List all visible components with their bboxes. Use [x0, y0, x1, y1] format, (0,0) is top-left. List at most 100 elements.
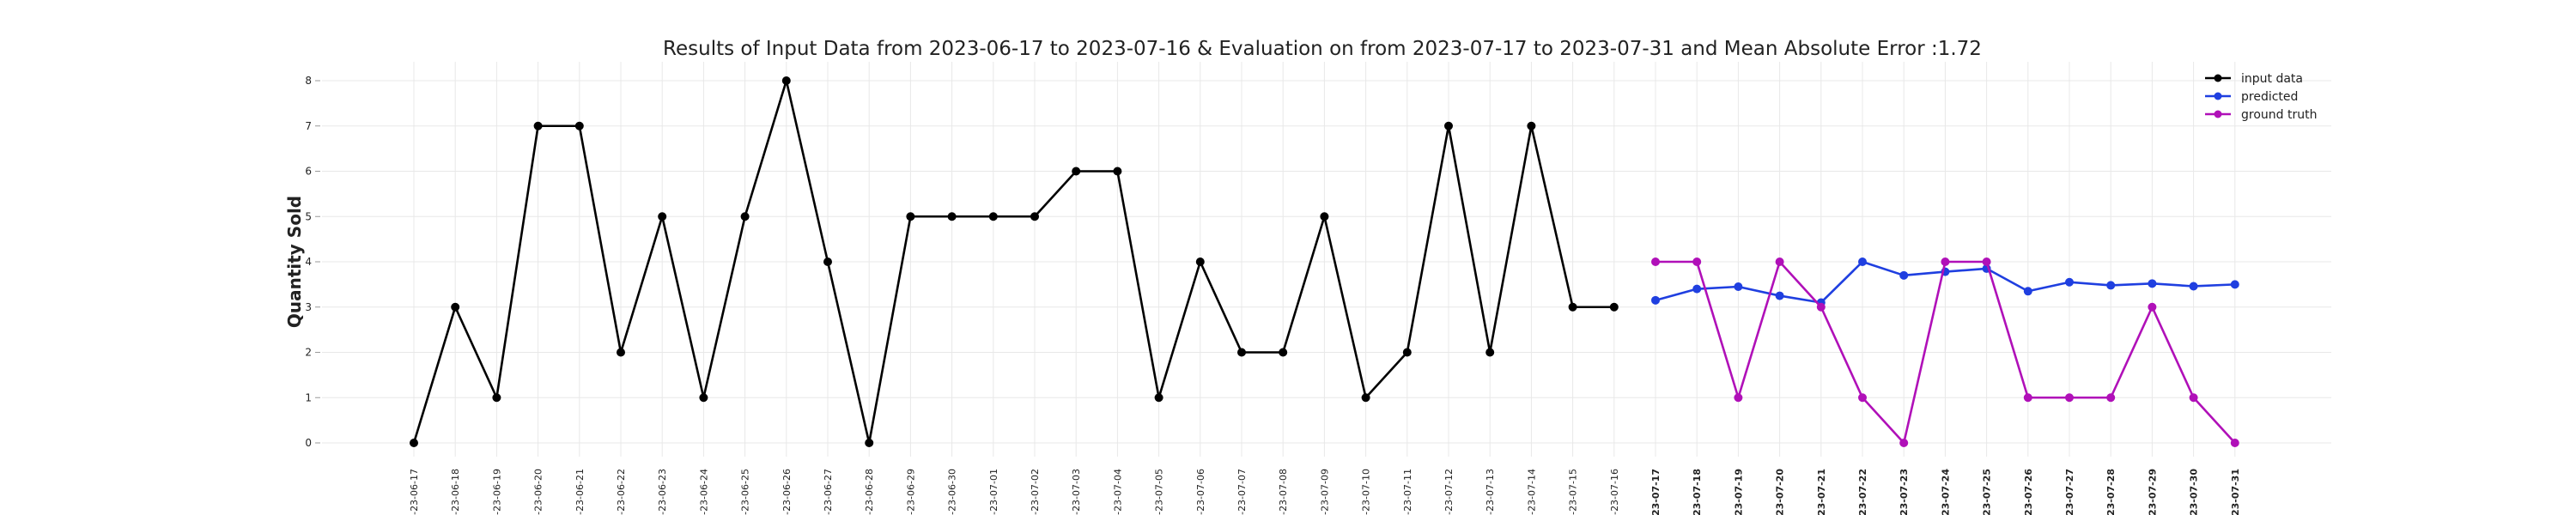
x-tick-label: -23-06-25 [740, 469, 751, 515]
chart-title: Results of Input Data from 2023-06-17 to… [663, 38, 1982, 60]
legend-item: predicted [2205, 90, 2298, 104]
x-tick-label: -23-06-21 [574, 469, 586, 515]
data-point [1899, 270, 1909, 280]
data-point [2230, 280, 2239, 289]
x-tick-label: -23-07-17 [1650, 469, 1662, 515]
legend-marker [2214, 74, 2222, 82]
data-point [2023, 287, 2032, 296]
x-tick-label: -23-07-04 [1112, 469, 1123, 515]
x-tick-label: -23-07-31 [2230, 469, 2241, 515]
data-point [1527, 121, 1536, 130]
y-tick-label: 5 [305, 210, 312, 222]
data-point [492, 393, 501, 403]
data-point [1568, 302, 1577, 312]
x-tick-label: -23-07-21 [1816, 469, 1827, 515]
legend: input data predicted ground truth [2205, 72, 2317, 122]
series-input-data [410, 76, 1619, 447]
data-point [2230, 439, 2239, 447]
series-line [412, 79, 1614, 445]
x-tick-label: -23-07-05 [1154, 469, 1165, 515]
data-point [1444, 121, 1453, 130]
x-tick-label: -23-07-24 [1940, 469, 1951, 515]
series-group [410, 76, 2239, 447]
x-tick-label: -23-06-19 [491, 469, 502, 515]
data-point [1941, 258, 1950, 266]
y-axis: 0 1 2 3 4 5 6 7 8 [305, 75, 320, 449]
data-point [1775, 291, 1784, 300]
data-point [658, 212, 667, 221]
legend-marker [2214, 110, 2222, 118]
legend-item: input data [2205, 72, 2303, 86]
data-point [574, 121, 584, 130]
x-tick-label: -23-07-23 [1899, 469, 1910, 515]
data-point [1692, 284, 1702, 294]
data-point [988, 212, 998, 221]
data-point [1402, 348, 1412, 357]
x-tick-label: -23-07-07 [1236, 469, 1248, 515]
data-point [1692, 258, 1702, 266]
data-point [2023, 393, 2032, 403]
y-tick-label: 7 [305, 120, 312, 132]
x-tick-label: -23-06-26 [781, 469, 793, 515]
y-tick-label: 3 [305, 301, 312, 313]
data-point [1858, 393, 1867, 403]
x-tick-label: -23-07-08 [1278, 469, 1289, 515]
data-point [1775, 258, 1784, 266]
data-point [2106, 281, 2116, 290]
x-tick-label: -23-07-11 [1402, 469, 1413, 515]
x-tick-label: -23-06-27 [823, 469, 834, 515]
y-axis-label: Quantity Sold [284, 196, 305, 328]
x-tick-label: -23-06-23 [657, 469, 668, 515]
data-point [1154, 393, 1163, 403]
x-tick-label: -23-06-29 [905, 469, 916, 515]
x-tick-label: -23-07-30 [2189, 469, 2200, 515]
data-point [2065, 393, 2074, 403]
data-point [740, 212, 750, 221]
x-tick-label: -23-07-15 [1568, 469, 1579, 515]
data-point [451, 302, 460, 312]
y-tick-label: 4 [305, 256, 312, 268]
x-tick-label: -23-07-18 [1692, 469, 1703, 515]
data-point [410, 439, 418, 447]
x-tick-label: -23-06-30 [947, 469, 958, 515]
data-point [2189, 282, 2198, 291]
x-tick-label: -23-07-10 [1361, 469, 1372, 515]
legend-label: input data [2241, 72, 2303, 86]
x-tick-label: -23-07-06 [1195, 469, 1206, 515]
legend-item: ground truth [2205, 108, 2317, 122]
x-tick-label: -23-07-03 [1071, 469, 1082, 515]
x-tick-label: -23-06-17 [409, 469, 420, 515]
data-point [1361, 393, 1370, 403]
x-tick-label: -23-07-29 [2147, 469, 2158, 515]
data-point [1858, 258, 1867, 266]
data-point [2148, 279, 2157, 288]
x-tick-label: -23-06-22 [616, 469, 627, 515]
data-point [823, 258, 832, 266]
data-point [1899, 439, 1909, 447]
data-point [947, 212, 957, 221]
data-point [1485, 348, 1495, 357]
x-tick-label: -23-07-25 [1982, 469, 1993, 515]
x-tick-label: -23-07-22 [1857, 469, 1868, 515]
x-tick-label: -23-07-13 [1485, 469, 1496, 515]
data-point [1734, 282, 1743, 292]
data-point [1651, 258, 1660, 266]
x-tick-label: -23-07-14 [1526, 469, 1537, 515]
x-tick-label: -23-07-26 [2023, 469, 2034, 515]
data-point [906, 212, 915, 221]
series-ground-truth [1651, 258, 2239, 447]
y-tick-label: 2 [305, 347, 312, 359]
y-tick-label: 8 [305, 75, 312, 87]
x-tick-label: -23-07-28 [2105, 469, 2117, 515]
data-point [1237, 348, 1246, 357]
data-point [699, 393, 708, 403]
data-point [1113, 167, 1122, 176]
data-point [1982, 258, 1991, 266]
data-point [617, 348, 625, 357]
data-point [865, 439, 874, 447]
x-tick-label: -23-07-19 [1733, 469, 1744, 515]
x-tick-label: -23-06-20 [533, 469, 544, 515]
data-point [533, 121, 543, 130]
x-tick-label: -23-06-24 [698, 469, 709, 515]
